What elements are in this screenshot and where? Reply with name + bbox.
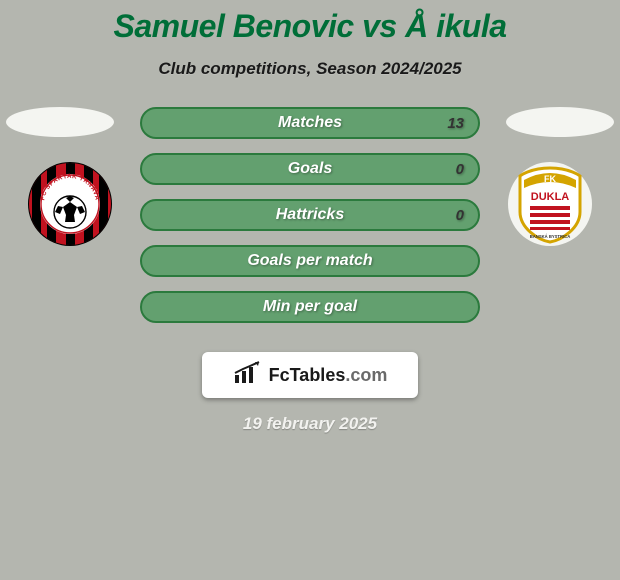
stat-bars: Matches 13 Goals 0 Hattricks 0 Goals per… <box>140 107 480 323</box>
svg-text:DUKLA: DUKLA <box>531 191 570 203</box>
brand-text: FcTables.com <box>269 365 388 386</box>
left-ellipse <box>6 107 114 137</box>
stat-bar-hattricks: Hattricks 0 <box>140 199 480 231</box>
subtitle: Club competitions, Season 2024/2025 <box>0 59 620 79</box>
stat-label: Goals <box>288 160 332 178</box>
stat-bar-min-per-goal: Min per goal <box>140 291 480 323</box>
left-team-badge: FC SPARTAK TRNAVA <box>20 162 120 246</box>
stat-label: Min per goal <box>263 298 357 316</box>
stat-value: 0 <box>456 161 464 178</box>
brand-main: FcTables <box>269 365 346 385</box>
stat-label: Matches <box>278 114 342 132</box>
right-ellipse <box>506 107 614 137</box>
brand-suffix: .com <box>345 365 387 385</box>
right-team-badge: FK DUKLA BANSKÁ BYSTRICA <box>500 162 600 246</box>
svg-text:FK: FK <box>544 174 556 184</box>
stat-value: 0 <box>456 207 464 224</box>
stat-bar-goals: Goals 0 <box>140 153 480 185</box>
brand-badge: FcTables.com <box>202 352 418 398</box>
date-text: 19 february 2025 <box>0 414 620 434</box>
stat-value: 13 <box>447 115 464 132</box>
stat-bar-goals-per-match: Goals per match <box>140 245 480 277</box>
svg-text:BANSKÁ BYSTRICA: BANSKÁ BYSTRICA <box>530 234 570 239</box>
stat-bar-matches: Matches 13 <box>140 107 480 139</box>
comparison-stage: FC SPARTAK TRNAVA FK DUKLA <box>0 107 620 332</box>
stat-label: Goals per match <box>247 252 372 270</box>
chart-icon <box>233 361 263 390</box>
stat-label: Hattricks <box>276 206 344 224</box>
page-title: Samuel Benovic vs Å ikula <box>0 0 620 45</box>
